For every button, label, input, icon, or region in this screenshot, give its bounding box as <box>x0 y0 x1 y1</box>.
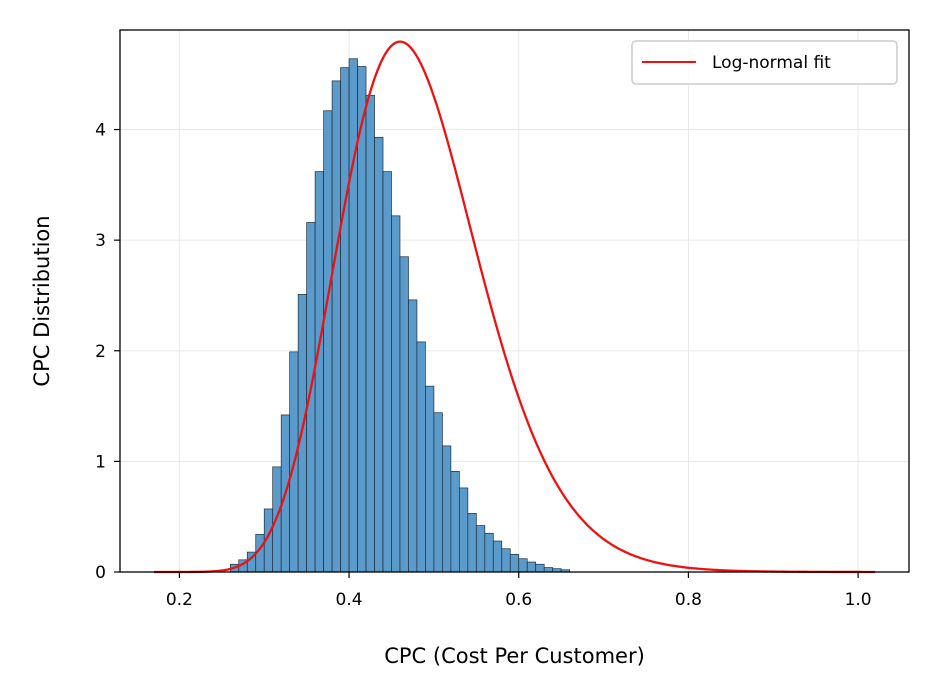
histogram-bar <box>348 58 358 573</box>
fit-curve-group <box>153 40 876 574</box>
x-tick-label: 0.8 <box>675 590 702 610</box>
histogram-bar <box>374 136 384 573</box>
histogram-bar <box>518 558 528 573</box>
histogram-bar <box>323 110 333 573</box>
histogram-bar <box>509 553 520 573</box>
y-tick-label: 3 <box>95 231 106 251</box>
plot-frame <box>119 29 910 573</box>
histogram-bar <box>365 94 375 573</box>
y-axis-label: CPC Distribution <box>30 215 54 386</box>
x-tick-label: 0.4 <box>336 590 363 610</box>
histogram-bar <box>314 171 324 573</box>
histogram-bar <box>526 561 537 573</box>
y-tick-label: 2 <box>95 342 106 362</box>
histogram-bar <box>459 487 469 573</box>
histogram-bar <box>416 341 426 573</box>
histogram-bar <box>399 256 409 573</box>
histogram-bar <box>433 412 443 573</box>
histogram-bar <box>492 540 503 573</box>
histogram-bar <box>340 67 350 573</box>
histogram-bar <box>442 445 452 573</box>
histogram-bar <box>543 567 554 573</box>
histogram-bar <box>382 171 392 573</box>
histogram-bar <box>391 215 401 573</box>
histogram-bar <box>484 532 494 573</box>
histogram-bar <box>475 525 486 573</box>
x-axis-label: CPC (Cost Per Customer) <box>384 644 645 668</box>
histogram-bar <box>535 563 545 573</box>
histogram-bar <box>467 513 477 573</box>
histogram-bar <box>501 548 511 573</box>
histogram-bar <box>425 385 435 573</box>
y-axis-ticks: 0 1 2 3 4 <box>95 121 120 583</box>
x-axis-ticks: 0.2 0.4 0.6 0.8 1.0 <box>166 572 872 610</box>
histogram-bar <box>331 80 341 573</box>
y-tick-label: 0 <box>95 563 106 583</box>
legend-box <box>631 40 898 85</box>
x-tick-label: 0.2 <box>166 590 193 610</box>
log-normal-fit-curve <box>153 40 876 574</box>
legend: Log-normal fit <box>631 40 898 85</box>
histogram-bar <box>357 66 367 573</box>
legend-label-fit: Log-normal fit <box>712 53 831 73</box>
y-tick-label: 1 <box>95 452 106 472</box>
x-tick-label: 1.0 <box>845 590 872 610</box>
x-tick-label: 0.6 <box>505 590 532 610</box>
histogram-bar <box>306 222 316 573</box>
y-tick-label: 4 <box>95 121 106 141</box>
histogram-bar <box>408 299 418 573</box>
histogram-bar <box>450 470 460 573</box>
grid-lines <box>120 30 909 573</box>
